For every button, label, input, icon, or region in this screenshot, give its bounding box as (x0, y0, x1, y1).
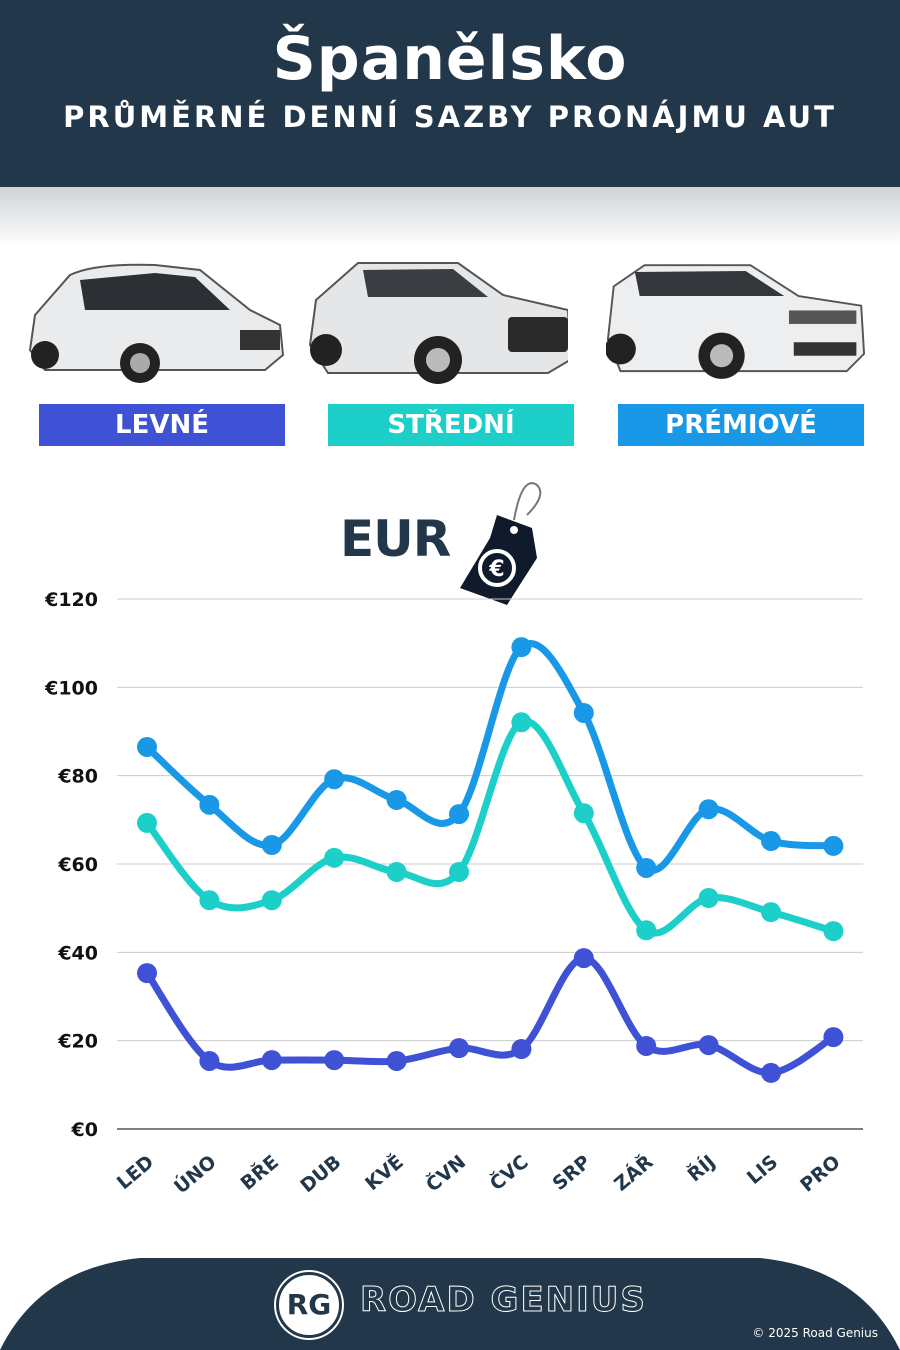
data-point (324, 769, 345, 790)
x-tick-label: ŘÍJ (683, 1150, 720, 1186)
legend-premiove: PRÉMIOVÉ (618, 404, 864, 446)
data-point (511, 637, 532, 658)
euro-symbol: € (488, 557, 504, 582)
data-point (137, 963, 157, 984)
series-line (143, 954, 837, 1077)
data-point (137, 812, 157, 833)
data-point (511, 1039, 532, 1060)
series-line (143, 640, 837, 874)
data-point (761, 1062, 781, 1083)
x-tick-label: ČVN (421, 1149, 471, 1196)
data-point (636, 920, 657, 941)
x-tick-label: ÚNO (169, 1149, 221, 1198)
data-point (386, 789, 407, 810)
data-point (261, 835, 282, 856)
midsize-suv-image (308, 262, 568, 384)
data-point (261, 1050, 282, 1071)
premium-suv-image (606, 264, 866, 379)
data-point (324, 1050, 345, 1071)
data-point (698, 1035, 719, 1056)
header-shadow (0, 187, 900, 247)
y-tick-label: €80 (57, 766, 98, 788)
legend-stredni: STŘEDNÍ (328, 404, 574, 446)
data-point (698, 888, 719, 909)
page-subtitle: PRŮMĚRNÉ DENNÍ SAZBY PRONÁJMU AUT (63, 100, 837, 134)
page-title: Španělsko (272, 24, 628, 94)
x-tick-label: DUB (296, 1151, 345, 1197)
x-tick-label: LIS (743, 1151, 782, 1189)
x-tick-label: KVĚ (361, 1150, 408, 1195)
data-point (761, 902, 781, 923)
line-chart: €0 €20 €40 €60 €80 €100 €120 LED ÚNO BŘE DUB KVĚ ČVN… (44, 589, 863, 1198)
series-line (143, 717, 837, 937)
data-point (199, 1050, 220, 1071)
data-point (449, 804, 469, 825)
y-tick-label: €20 (57, 1031, 98, 1053)
copyright: © 2025 Road Genius (752, 1326, 878, 1340)
x-tick-label: ZÁŘ (610, 1150, 658, 1196)
data-point (511, 712, 532, 733)
x-tick-label: PRO (796, 1151, 844, 1197)
footer-band (0, 1258, 900, 1350)
data-point (386, 861, 407, 882)
x-tick-label: ČVC (485, 1149, 533, 1195)
data-point (823, 835, 844, 856)
data-point (636, 857, 657, 878)
data-point (573, 948, 594, 969)
data-point (823, 921, 844, 942)
data-point (199, 794, 220, 815)
price-tag-euro-icon: € (460, 482, 542, 605)
data-point (386, 1050, 407, 1071)
data-point (698, 799, 719, 820)
currency-label: EUR (340, 510, 451, 568)
data-point (573, 803, 594, 824)
brand-name: ROAD GENIUS (360, 1280, 647, 1321)
data-point (199, 890, 220, 911)
x-tick-label: LED (113, 1151, 158, 1194)
data-point (324, 847, 345, 868)
header: Španělsko PRŮMĚRNÉ DENNÍ SAZBY PRONÁJMU … (0, 0, 900, 187)
y-tick-label: €100 (44, 677, 98, 699)
data-point (449, 861, 469, 882)
data-point (761, 831, 781, 852)
y-tick-label: €60 (57, 854, 98, 876)
data-point (573, 702, 594, 723)
x-tick-label: SRP (549, 1151, 596, 1195)
y-tick-label: €120 (44, 589, 98, 611)
road-genius-logo: RG (276, 1272, 342, 1338)
y-tick-label: €40 (57, 942, 98, 964)
data-point (449, 1038, 469, 1059)
data-point (137, 736, 157, 757)
legend-levne: LEVNÉ (39, 404, 285, 446)
y-tick-label: €0 (71, 1119, 98, 1141)
data-point (636, 1035, 657, 1056)
economy-car-image (28, 263, 285, 383)
x-tick-label: BŘE (236, 1150, 283, 1195)
data-point (823, 1027, 844, 1048)
data-point (261, 890, 282, 911)
